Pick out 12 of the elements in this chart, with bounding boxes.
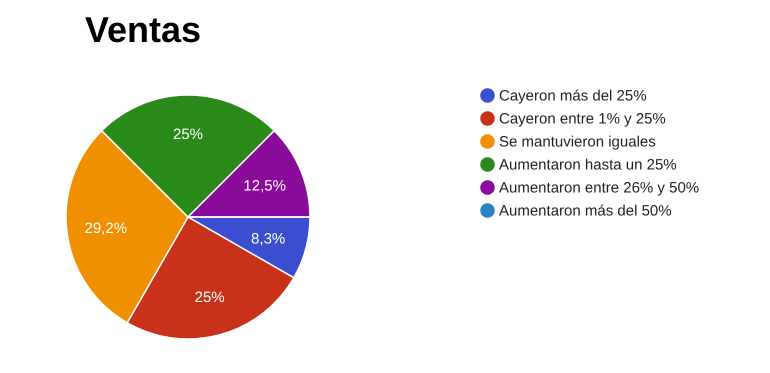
data-label: 25% (194, 289, 225, 306)
data-label: 12,5% (243, 177, 286, 194)
data-label: 29,2% (84, 220, 128, 237)
legend-label: Aumentaron entre 26% y 50% (499, 180, 700, 196)
legend-label: Aumentaron hasta un 25% (499, 156, 677, 174)
data-label: 25% (172, 126, 204, 144)
legend-label: Cayeron más del 25% (499, 88, 647, 104)
data-label: 8,3% (251, 230, 286, 248)
legend-label: Cayeron entre 1% y 25% (499, 110, 666, 128)
chart-title: Ventas (85, 9, 202, 50)
legend-label: Se mantuvieron iguales (499, 134, 656, 150)
legend-label: Aumentaron más del 50% (499, 202, 672, 220)
